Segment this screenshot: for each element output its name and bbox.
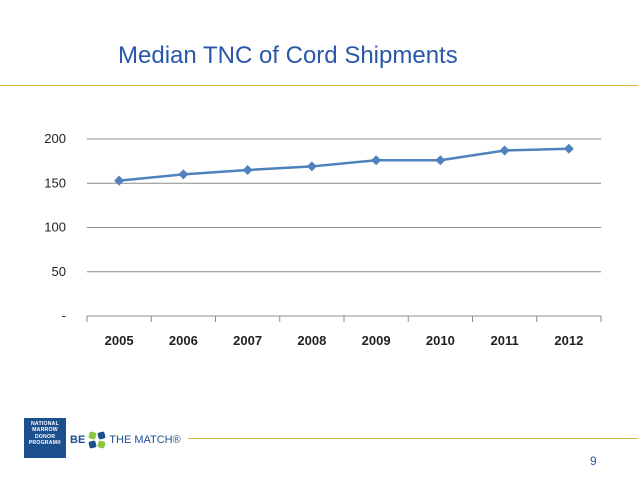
y-tick-label: 150 [44, 175, 66, 190]
y-tick-label: 200 [44, 131, 66, 146]
nmdp-logo-line: PROGRAM® [28, 440, 62, 447]
nmdp-logo-line: NATIONAL [30, 421, 59, 427]
match-symbol-icon [88, 431, 106, 449]
nmdp-logo-line: MARROW [32, 427, 58, 434]
title-divider [0, 85, 638, 86]
data-point [306, 161, 317, 172]
x-tick-label: 2009 [362, 333, 391, 348]
data-point [563, 143, 574, 154]
x-tick-label: 2012 [554, 333, 583, 348]
y-tick-label: 100 [44, 220, 66, 235]
x-tick-label: 2006 [169, 333, 198, 348]
x-tick-label: 2007 [233, 333, 262, 348]
data-point [242, 164, 253, 175]
x-tick-label: 2010 [426, 333, 455, 348]
y-tick-label: 50 [52, 264, 66, 279]
nmdp-logo: NATIONAL MARROW DONOR PROGRAM® [24, 418, 66, 458]
y-tick-label: - [62, 308, 66, 323]
page-number: 9 [590, 454, 597, 468]
page-title: Median TNC of Cord Shipments [118, 42, 458, 69]
data-point [435, 155, 446, 166]
nmdp-logo-line: DONOR [34, 433, 56, 440]
footer-divider [188, 438, 638, 439]
data-point [114, 175, 125, 186]
x-tick-label: 2008 [297, 333, 326, 348]
be-the-match-logo: BE THE MATCH® [70, 430, 181, 450]
data-point [499, 145, 510, 156]
data-point [371, 155, 382, 166]
btm-logo-be: BE [70, 434, 86, 446]
x-tick-label: 2011 [491, 333, 519, 348]
series-line [119, 147, 569, 182]
data-point [178, 169, 189, 180]
x-tick-label: 2005 [105, 333, 134, 348]
btm-logo-text: THE MATCH® [109, 434, 181, 446]
